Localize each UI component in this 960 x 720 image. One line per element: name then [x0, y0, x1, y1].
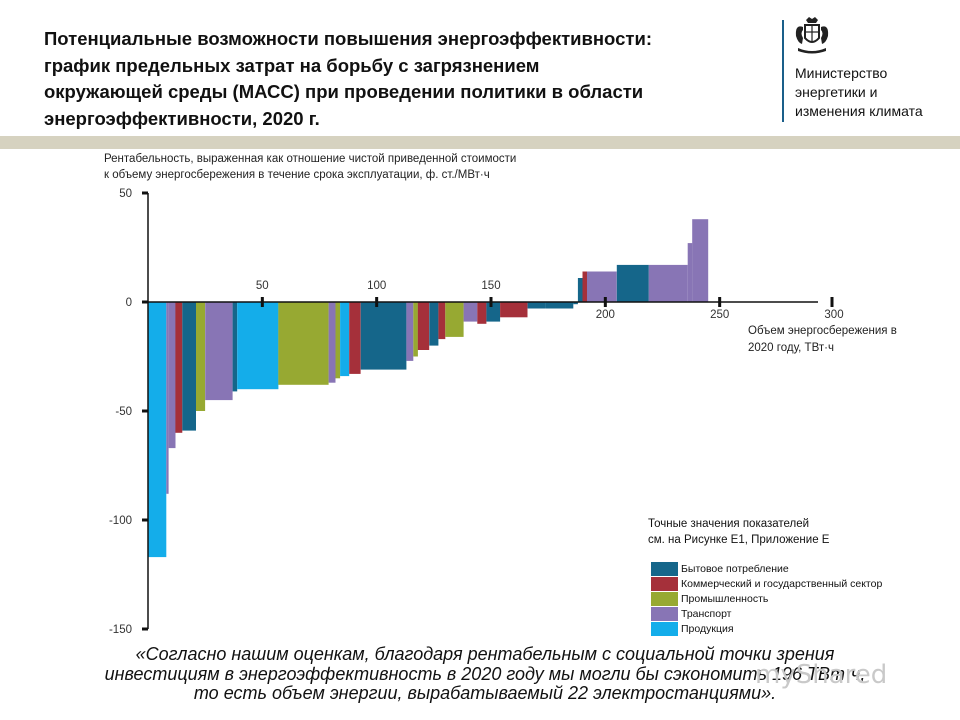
bar-industry-12	[335, 302, 341, 379]
bar-household-29	[577, 278, 583, 302]
header-band	[0, 136, 960, 149]
quote-line: инвестициям в энергоэффективность в 2020…	[104, 663, 866, 684]
y-tick-label: 50	[119, 188, 132, 200]
title-line: энергоэффективности, 2020 г.	[44, 107, 320, 129]
axes-layer: 50 0 -50 -100 -150 50 100 150 200 250 300	[109, 188, 844, 636]
bar-transport-3	[168, 302, 176, 449]
legend-swatch	[651, 621, 678, 636]
legend: Бытовое потребление Коммерческий и госуд…	[651, 562, 882, 636]
x-tick-label: 50	[256, 280, 269, 292]
ministry-line: энергетики и	[795, 84, 878, 100]
header-divider	[782, 20, 784, 122]
bar-products-9	[237, 302, 279, 390]
quote-line: «Согласно нашим оценкам, благодаря рента…	[135, 644, 835, 664]
bar-household-27	[545, 302, 574, 309]
bar-commercial-14	[349, 302, 361, 374]
bar-household-5	[182, 302, 196, 431]
x-tick-label: 200	[596, 309, 615, 321]
bar-industry-17	[413, 302, 418, 357]
y-axis-label-line-1: Рентабельность, выраженная как отношение…	[104, 153, 516, 165]
ministry-line: Министерство	[795, 65, 888, 81]
legend-label: Транспорт	[681, 607, 732, 620]
bar-transport-16	[406, 302, 414, 361]
ylabel-background	[90, 149, 870, 179]
legend-item-transport: Транспорт	[651, 606, 882, 621]
legend-item-industry: Промышленность	[651, 591, 882, 607]
bar-household-8	[232, 302, 238, 392]
bars-layer	[148, 219, 709, 558]
legend-label: Промышленность	[681, 592, 769, 605]
legend-item-products: Продукция	[651, 621, 882, 636]
bar-transport-22	[463, 302, 478, 322]
bar-household-15	[360, 302, 407, 370]
y-tick-label: 0	[126, 297, 132, 309]
y-axis-label-line-2: к объему энергосбережения в течение срок…	[104, 169, 490, 181]
x-tick-label: 300	[824, 309, 843, 321]
bar-commercial-20	[438, 302, 446, 340]
bar-products-13	[340, 302, 350, 377]
x-axis-label-line-2: 2020 году, ТВт·ч	[748, 342, 834, 354]
bar-industry-6	[196, 302, 206, 411]
bar-transport-11	[328, 302, 336, 383]
bar-commercial-30	[582, 271, 588, 302]
legend-label: Продукция	[681, 622, 734, 635]
page-title: Потенциальные возможности повышения энер…	[44, 26, 764, 132]
bar-transport-2	[166, 302, 169, 494]
bar-transport-34	[687, 243, 693, 302]
legend-label: Бытовое потребление	[681, 563, 789, 576]
bar-industry-21	[445, 302, 464, 337]
bar-household-32	[616, 264, 649, 302]
y-tick-label: -150	[109, 624, 132, 636]
bar-commercial-23	[477, 302, 487, 324]
bar-commercial-25	[500, 302, 528, 318]
y-tick-label: -100	[109, 515, 132, 527]
title-line: окружающей среды (МАСС) при проведении п…	[44, 81, 644, 102]
bar-transport-7	[205, 302, 233, 401]
bar-industry-10	[278, 302, 329, 385]
legend-swatch	[651, 606, 678, 621]
x-tick-label: 100	[367, 280, 386, 292]
ministry-name: Министерство энергетики и изменения клим…	[795, 64, 923, 121]
bar-transport-35	[692, 219, 709, 302]
royal-coat-of-arms-icon	[795, 17, 829, 54]
quote-line: то есть объем энергии, вырабатываемый 22…	[193, 683, 777, 703]
x-axis-label-line-1: Объем энергосбережения в	[748, 325, 897, 337]
bar-commercial-4	[175, 302, 183, 433]
quote: «Согласно нашим оценкам, благодаря рента…	[60, 644, 910, 704]
legend-item-household: Бытовое потребление	[651, 562, 882, 577]
bar-commercial-18	[417, 302, 430, 350]
bar-household-24	[486, 302, 501, 322]
legend-swatch	[651, 577, 678, 592]
legend-label: Коммерческий и государственный сектор	[681, 578, 883, 591]
reference-note: Точные значения показателей см. на Рисун…	[648, 516, 829, 548]
title-line: график предельных затрат на борьбу с заг…	[44, 54, 540, 76]
x-tick-label: 250	[710, 309, 729, 321]
legend-swatch	[651, 562, 678, 577]
bar-transport-31	[587, 271, 617, 302]
y-tick-label: -50	[115, 406, 132, 418]
bar-household-19	[429, 302, 439, 346]
bar-products-1	[148, 302, 167, 558]
note-line: Точные значения показателей	[648, 518, 810, 530]
bar-household-26	[527, 302, 546, 309]
bar-household-28	[573, 302, 578, 305]
x-tick-label: 150	[481, 280, 500, 292]
note-line: см. на Рисунке E1, Приложение E	[648, 534, 830, 546]
bar-transport-33	[648, 264, 688, 302]
watermark: myShared	[755, 660, 888, 690]
legend-item-commercial: Коммерческий и государственный сектор	[651, 577, 882, 592]
ministry-line: изменения климата	[795, 103, 923, 119]
legend-swatch	[651, 591, 678, 606]
title-line: Потенциальные возможности повышения энер…	[44, 28, 652, 49]
